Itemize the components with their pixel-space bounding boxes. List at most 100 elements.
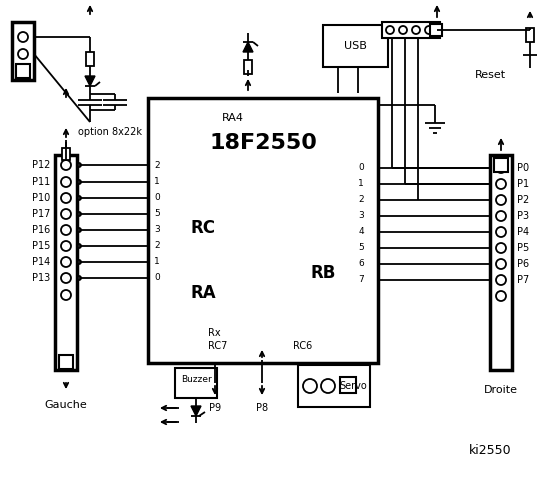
Text: 1: 1 [154,178,160,187]
Text: 5: 5 [358,243,364,252]
Text: RB: RB [310,264,336,282]
Circle shape [61,290,71,300]
Text: ki2550: ki2550 [469,444,512,456]
Text: Droite: Droite [484,385,518,395]
Text: 1: 1 [154,257,160,266]
Polygon shape [243,42,253,52]
Text: P0: P0 [517,163,529,173]
Polygon shape [191,406,201,416]
Circle shape [496,227,506,237]
Bar [298,365,370,407]
Text: 1: 1 [358,180,364,189]
Circle shape [496,211,506,221]
Text: P9: P9 [209,403,221,413]
Circle shape [61,193,71,203]
Text: 6: 6 [358,260,364,268]
Circle shape [425,26,433,34]
Circle shape [496,163,506,173]
Circle shape [61,177,71,187]
Text: P15: P15 [32,241,50,251]
Text: P1: P1 [517,179,529,189]
Circle shape [303,379,317,393]
Bar [526,28,534,42]
Circle shape [18,32,28,42]
Circle shape [61,257,71,267]
Text: option 8x22k: option 8x22k [78,127,142,137]
Bar [490,155,512,370]
Text: RA4: RA4 [222,113,244,123]
Bar [340,377,356,393]
Circle shape [61,209,71,219]
Text: P6: P6 [517,259,529,269]
Circle shape [77,276,81,280]
Circle shape [496,195,506,205]
Bar [244,60,252,74]
Text: Buzzer: Buzzer [181,375,211,384]
Circle shape [61,241,71,251]
Bar [12,22,34,80]
Text: 2: 2 [154,160,160,169]
Text: RC6: RC6 [293,341,312,351]
Text: Reset: Reset [474,70,505,80]
Text: Gauche: Gauche [45,400,87,410]
Text: RC7: RC7 [208,341,227,351]
Circle shape [77,212,81,216]
Circle shape [77,244,81,248]
Bar [323,25,388,67]
Circle shape [61,273,71,283]
Circle shape [496,243,506,253]
Text: 3: 3 [154,226,160,235]
Text: USB: USB [343,41,367,51]
Text: 0: 0 [154,274,160,283]
Text: 0: 0 [154,193,160,203]
Circle shape [496,179,506,189]
Text: P17: P17 [32,209,50,219]
Bar [16,64,30,78]
Circle shape [77,196,81,200]
Text: P11: P11 [32,177,50,187]
Text: P3: P3 [517,211,529,221]
Circle shape [61,225,71,235]
Circle shape [496,275,506,285]
Text: 4: 4 [358,228,364,237]
Circle shape [77,228,81,232]
Text: P2: P2 [517,195,529,205]
Circle shape [77,163,81,167]
Text: P14: P14 [32,257,50,267]
Text: 7: 7 [358,276,364,285]
Circle shape [386,26,394,34]
Text: 0: 0 [358,164,364,172]
Text: P10: P10 [32,193,50,203]
Circle shape [496,259,506,269]
Text: 3: 3 [358,212,364,220]
Circle shape [77,180,81,184]
Text: P13: P13 [32,273,50,283]
Text: P12: P12 [32,160,50,170]
Bar [59,355,73,369]
Text: P4: P4 [517,227,529,237]
Text: 2: 2 [154,241,160,251]
Circle shape [412,26,420,34]
Bar [148,98,378,363]
Circle shape [399,26,407,34]
Text: P16: P16 [32,225,50,235]
Text: RC: RC [190,219,216,237]
Circle shape [496,291,506,301]
Circle shape [18,49,28,59]
Bar [494,158,508,172]
Bar [55,155,77,370]
Text: P5: P5 [517,243,529,253]
Text: 2: 2 [358,195,364,204]
Text: RA: RA [190,284,216,302]
Bar [86,52,94,66]
Text: P7: P7 [517,275,529,285]
Circle shape [321,379,335,393]
Bar [62,148,70,160]
Text: 18F2550: 18F2550 [209,133,317,153]
Bar [382,22,440,38]
Text: P8: P8 [256,403,268,413]
Bar [175,368,217,398]
Text: 5: 5 [154,209,160,218]
Circle shape [61,160,71,170]
Bar [430,24,442,36]
